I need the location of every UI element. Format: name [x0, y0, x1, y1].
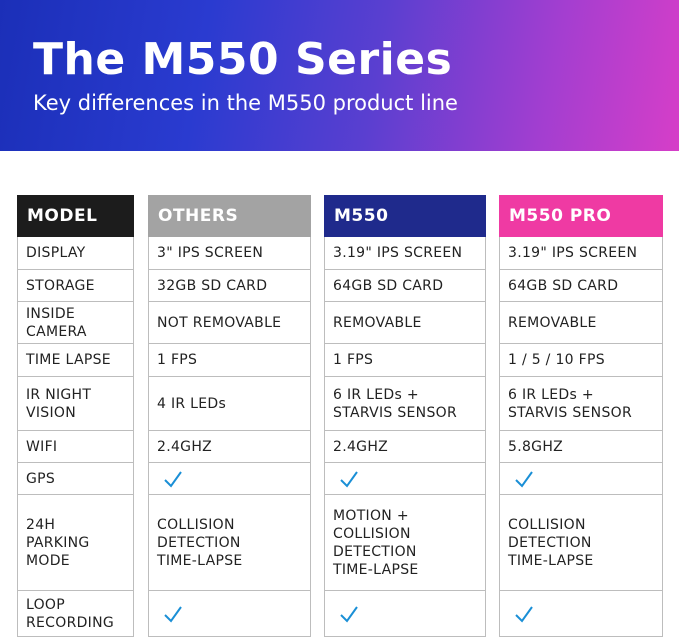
row-label-wifi: WIFI	[17, 431, 134, 463]
row-label-inside-camera: INSIDE CAMERA	[17, 302, 134, 344]
checkmark-icon	[515, 470, 533, 488]
others-loop-recording	[148, 591, 311, 637]
column-model: MODEL DISPLAY STORAGE INSIDE CAMERA TIME…	[17, 195, 134, 637]
m550-gps	[324, 463, 486, 495]
column-header-m550-pro: M550 PRO	[499, 195, 663, 237]
m550-storage: 64GB SD CARD	[324, 270, 486, 302]
m550-loop-recording	[324, 591, 486, 637]
others-wifi: 2.4GHZ	[148, 431, 311, 463]
row-label-ir-night-vision: IR NIGHT VISION	[17, 377, 134, 431]
others-display: 3" IPS SCREEN	[148, 237, 311, 270]
m550-wifi: 2.4GHZ	[324, 431, 486, 463]
checkmark-icon	[340, 470, 358, 488]
pro-display: 3.19" IPS SCREEN	[499, 237, 663, 270]
others-time-lapse: 1 FPS	[148, 344, 311, 377]
row-label-display: DISPLAY	[17, 237, 134, 270]
others-parking-mode: COLLISION DETECTION TIME-LAPSE	[148, 495, 311, 591]
column-header-model: MODEL	[17, 195, 134, 237]
m550-inside-camera: REMOVABLE	[324, 302, 486, 344]
page-subtitle: Key differences in the M550 product line	[33, 91, 458, 115]
row-label-gps: GPS	[17, 463, 134, 495]
pro-time-lapse: 1 / 5 / 10 FPS	[499, 344, 663, 377]
column-others: OTHERS 3" IPS SCREEN 32GB SD CARD NOT RE…	[148, 195, 311, 637]
checkmark-icon	[515, 605, 533, 623]
column-m550: M550 3.19" IPS SCREEN 64GB SD CARD REMOV…	[324, 195, 486, 637]
row-label-loop-recording: LOOP RECORDING	[17, 591, 134, 637]
checkmark-icon	[340, 605, 358, 623]
row-label-parking-mode: 24H PARKING MODE	[17, 495, 134, 591]
pro-loop-recording	[499, 591, 663, 637]
others-gps	[148, 463, 311, 495]
row-label-storage: STORAGE	[17, 270, 134, 302]
pro-inside-camera: REMOVABLE	[499, 302, 663, 344]
others-inside-camera: NOT REMOVABLE	[148, 302, 311, 344]
others-storage: 32GB SD CARD	[148, 270, 311, 302]
m550-display: 3.19" IPS SCREEN	[324, 237, 486, 270]
checkmark-icon	[164, 470, 182, 488]
pro-wifi: 5.8GHZ	[499, 431, 663, 463]
column-header-others: OTHERS	[148, 195, 311, 237]
pro-parking-mode: COLLISION DETECTION TIME-LAPSE	[499, 495, 663, 591]
checkmark-icon	[164, 605, 182, 623]
header-banner: The M550 Series Key differences in the M…	[0, 0, 679, 151]
pro-gps	[499, 463, 663, 495]
others-ir-night-vision: 4 IR LEDs	[148, 377, 311, 431]
m550-ir-night-vision: 6 IR LEDs + STARVIS SENSOR	[324, 377, 486, 431]
pro-storage: 64GB SD CARD	[499, 270, 663, 302]
row-label-time-lapse: TIME LAPSE	[17, 344, 134, 377]
m550-parking-mode: MOTION + COLLISION DETECTION TIME-LAPSE	[324, 495, 486, 591]
m550-time-lapse: 1 FPS	[324, 344, 486, 377]
pro-ir-night-vision: 6 IR LEDs + STARVIS SENSOR	[499, 377, 663, 431]
column-header-m550: M550	[324, 195, 486, 237]
column-m550-pro: M550 PRO 3.19" IPS SCREEN 64GB SD CARD R…	[499, 195, 663, 637]
page-title: The M550 Series	[33, 34, 453, 85]
